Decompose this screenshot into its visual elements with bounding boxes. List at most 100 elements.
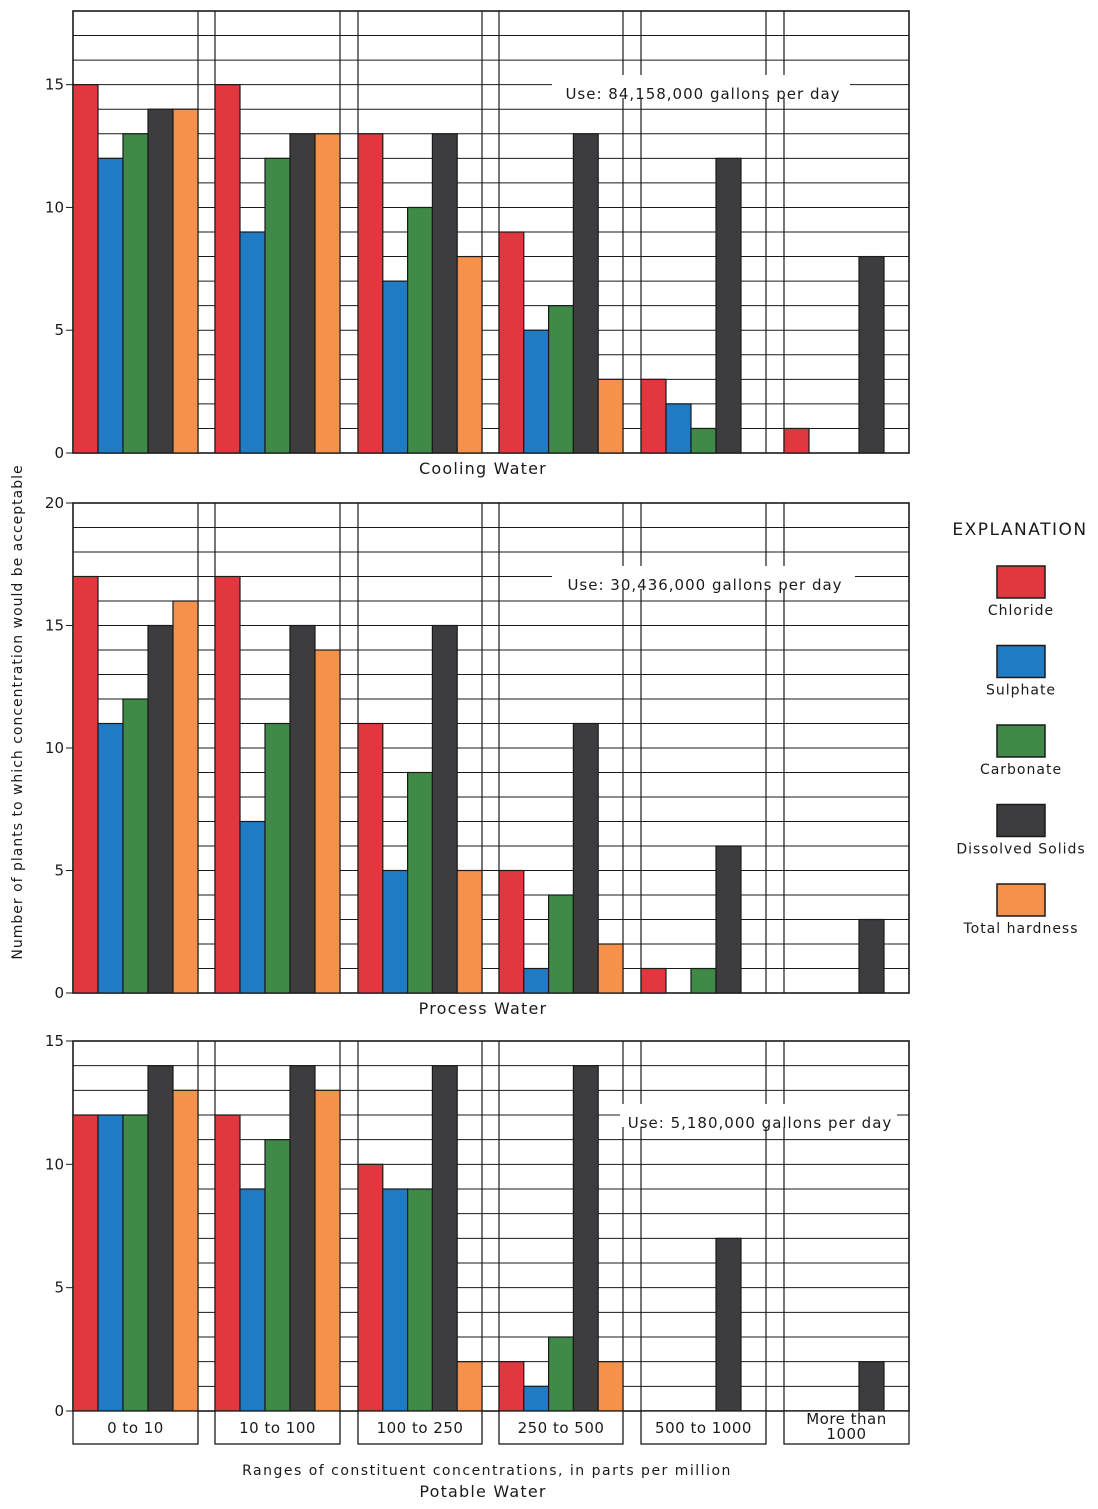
y-tick-label: 10 [45,739,64,757]
bar-dissolved-solids-1 [147,624,174,994]
category-box [357,1410,483,1445]
category-label: 500 to 1000 [655,1419,752,1437]
category-0-to-10: 0 to 10 [72,1410,199,1445]
panel-title: Potable Water [419,1482,546,1501]
bar-dissolved-solids-6 [858,918,885,994]
legend-label: Total hardness [962,921,1078,937]
bar-sulphate-4 [523,329,550,454]
bar-total-hardness-2 [314,133,341,454]
category-500-to-1000: 500 to 1000 [640,1410,767,1445]
series-total-hardness [172,108,624,454]
bar-dissolved-solids-1 [147,1065,174,1412]
y-tick-label: 10 [45,198,64,216]
category-box [498,1410,624,1445]
legend: EXPLANATION Chloride Sulphate Carbonate Dis… [952,520,1086,937]
y-tick-label: 15 [45,76,64,94]
x-axis-label: Ranges of constituent concentrations, in… [242,1463,732,1479]
bar-sulphate-2 [239,820,266,994]
use-note-text: Use: 84,158,000 gallons per day [565,85,840,103]
category-box [640,1410,767,1445]
bar-dissolved-solids-2 [289,624,316,994]
use-note-background [552,75,850,98]
bar-sulphate-3 [382,1188,409,1412]
bar-total-hardness-2 [314,649,341,994]
series-dissolved-solids [147,108,885,454]
category-250-to-500: 250 to 500 [498,1410,624,1445]
bar-dissolved-solids-6 [858,255,885,454]
series-carbonate [122,698,717,994]
bar-sulphate-3 [382,869,409,994]
series-total-hardness [172,600,624,994]
legend-swatch [996,724,1046,758]
bar-chloride-2 [214,575,241,994]
bar-carbonate-2 [264,1139,291,1412]
legend-label: Carbonate [980,762,1062,778]
y-tick-label: 20 [45,494,64,512]
bar-dissolved-solids-3 [431,624,458,994]
bar-dissolved-solids-2 [289,1065,316,1412]
category-label: 10 to 100 [239,1419,316,1437]
bar-chloride-4 [498,231,525,454]
use-note: Use: 84,158,000 gallons per day [552,75,850,103]
bar-carbonate-4 [547,305,574,454]
bar-dissolved-solids-5 [715,845,742,994]
category-label: 250 to 500 [518,1419,605,1437]
bar-sulphate-3 [382,280,409,454]
series-chloride [72,575,667,994]
bar-total-hardness-1 [172,1089,199,1412]
series-sulphate [97,157,692,454]
series-sulphate [97,1114,550,1412]
bar-dissolved-solids-3 [431,133,458,454]
bar-total-hardness-3 [456,1361,483,1412]
bar-carbonate-1 [122,1114,149,1412]
use-note-text: Use: 5,180,000 gallons per day [628,1114,893,1132]
legend-label: Sulphate [986,683,1056,699]
series-chloride [72,1114,525,1412]
bar-carbonate-1 [122,698,149,994]
bar-chloride-4 [498,1361,525,1412]
legend-swatch [996,803,1046,838]
legend-swatch [996,565,1046,599]
bar-carbonate-4 [547,1336,574,1412]
y-tick-label: 5 [54,862,64,880]
bar-dissolved-solids-2 [289,133,316,454]
bar-total-hardness-2 [314,1089,341,1412]
bar-sulphate-2 [239,1188,266,1412]
legend-label: Dissolved Solids [956,842,1085,858]
bar-sulphate-4 [523,1385,550,1412]
panel-potable-water: Use: 5,180,000 gallons per day 0 5 10 15 Pota… [45,1032,910,1501]
bar-dissolved-solids-5 [715,1237,742,1412]
bar-sulphate-1 [97,157,124,454]
category-box [783,1410,910,1445]
y-tick-label: 5 [54,1279,64,1297]
y-tick-label: 0 [54,984,64,1002]
series-sulphate [97,722,550,994]
panel-title: Process Water [419,999,548,1018]
legend-entry-carbonate: Carbonate [980,724,1062,778]
y-axis-label: Number of plants to which concentration … [10,464,26,959]
bar-sulphate-5 [665,403,692,454]
bar-carbonate-3 [407,206,434,454]
use-note-background [552,566,855,589]
panel-title: Cooling Water [419,459,547,478]
series-carbonate [122,1114,574,1412]
bar-chloride-3 [357,1163,384,1412]
y-tick-label: 5 [54,321,64,339]
bar-total-hardness-1 [172,600,199,994]
bar-carbonate-3 [407,771,434,994]
category-label: 0 to 10 [107,1419,164,1437]
bar-dissolved-solids-4 [572,133,599,454]
bar-chloride-1 [72,84,99,454]
use-note-background [620,1104,897,1127]
category-10-to-100: 10 to 100 [214,1410,341,1445]
bar-total-hardness-3 [456,255,483,454]
bar-chloride-2 [214,1114,241,1412]
bar-dissolved-solids-4 [572,1065,599,1412]
legend-swatch [996,883,1046,917]
bar-total-hardness-4 [597,1361,624,1412]
bar-carbonate-4 [547,894,574,994]
series-dissolved-solids [147,1065,885,1412]
bar-chloride-6 [783,427,810,454]
legend-entry-chloride: Chloride [988,565,1053,619]
